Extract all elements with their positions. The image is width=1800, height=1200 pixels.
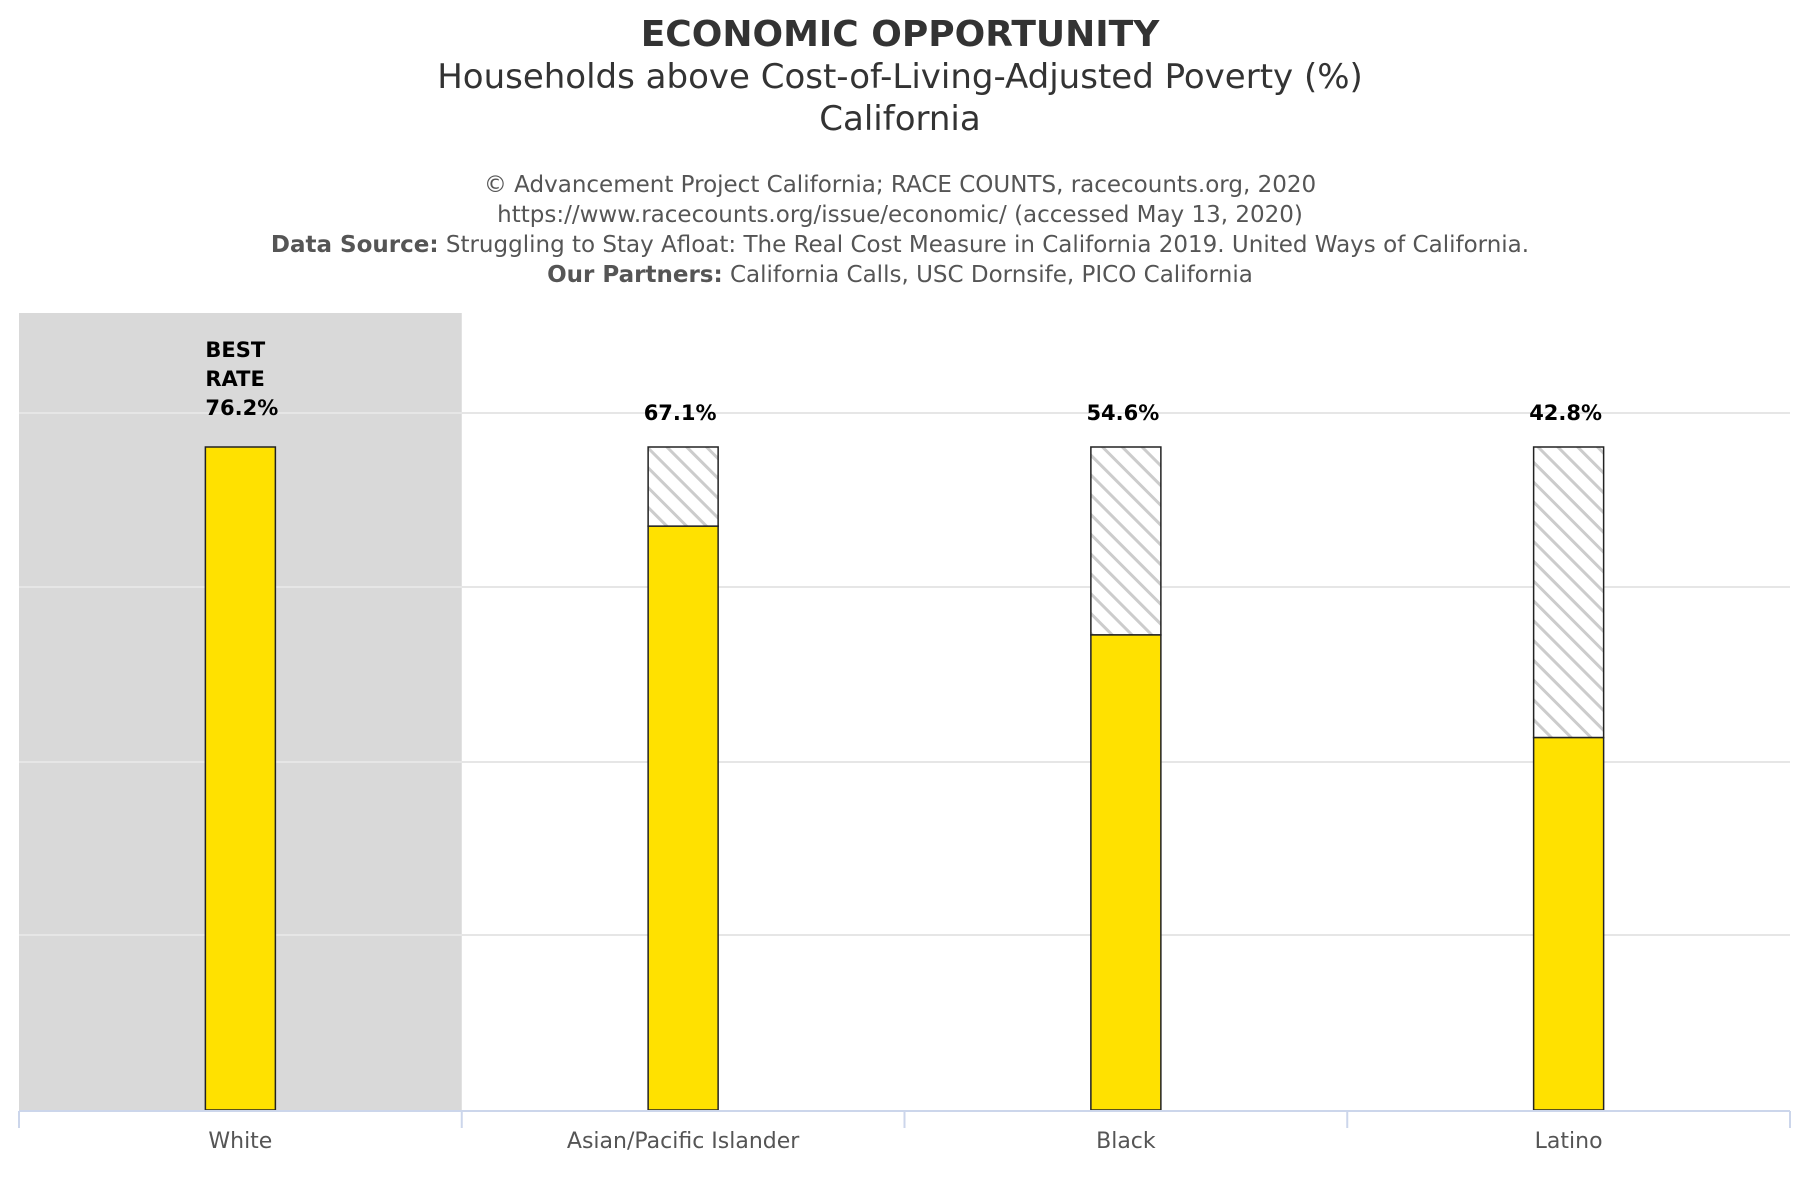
credit-line: © Advancement Project California; RACE C… [483,172,1317,198]
partners-line: Our Partners: California Calls, USC Dorn… [0,260,1800,290]
partners-label: Our Partners: [547,262,723,288]
chart-header: ECONOMIC OPPORTUNITY Households above Co… [0,0,1800,290]
chart-region: California [819,99,981,139]
x-tick-label: Black [1096,1129,1156,1154]
bar [647,525,719,1111]
gap-bar [1090,446,1162,636]
x-tick-label: White [208,1129,272,1154]
data-label: 67.1% [644,401,717,425]
chart-credits: © Advancement Project California; RACE C… [0,170,1800,290]
bar [1090,634,1162,1111]
best-rate-label: BEST [205,338,265,362]
gap-bar [1532,446,1605,739]
bar [204,446,277,1111]
data-label: 54.6% [1086,401,1159,425]
data-source-line: Data Source: Struggling to Stay Afloat: … [0,230,1800,260]
x-tick-label: Asian/Pacific Islander [567,1129,800,1154]
bar [1532,736,1605,1111]
chart-subtitle: Households above Cost-of-Living-Adjusted… [437,57,1363,97]
best-rate-label: RATE [205,367,264,391]
gap-bar [647,446,719,527]
data-label: 42.8% [1529,401,1602,425]
data-source-label: Data Source: [270,232,439,258]
x-tick-label: Latino [1535,1129,1603,1154]
data-source-text: Struggling to Stay Afloat: The Real Cost… [445,232,1530,258]
partners-text: California Calls, USC Dornsife, PICO Cal… [730,262,1253,288]
data-label: 76.2% [205,396,278,420]
chart-title: ECONOMIC OPPORTUNITY [640,14,1160,55]
url-line: https://www.racecounts.org/issue/economi… [497,202,1303,228]
